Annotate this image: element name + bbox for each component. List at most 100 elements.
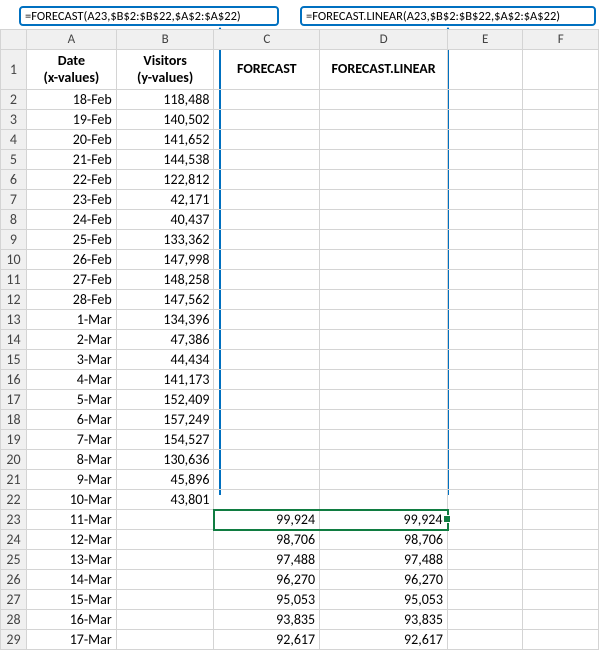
cell[interactable] bbox=[448, 390, 523, 410]
cell[interactable] bbox=[448, 230, 523, 250]
table-row[interactable]: 218-Feb118,488 bbox=[1, 90, 599, 110]
cell-forecast[interactable] bbox=[214, 450, 320, 470]
cell-forecast[interactable] bbox=[214, 170, 320, 190]
cell-visitors[interactable] bbox=[116, 590, 214, 610]
cell-visitors[interactable]: 141,652 bbox=[116, 130, 214, 150]
cell[interactable] bbox=[523, 230, 599, 250]
table-row[interactable]: 1127-Feb148,258 bbox=[1, 270, 599, 290]
cell[interactable] bbox=[448, 550, 523, 570]
cell-forecast-linear[interactable] bbox=[320, 290, 448, 310]
row-header[interactable]: 9 bbox=[1, 230, 27, 250]
cell[interactable] bbox=[448, 270, 523, 290]
cell[interactable] bbox=[523, 430, 599, 450]
cell-forecast-linear[interactable] bbox=[320, 350, 448, 370]
cell-date[interactable]: 23-Feb bbox=[26, 190, 116, 210]
cell-visitors[interactable]: 157,249 bbox=[116, 410, 214, 430]
cell-forecast-linear[interactable]: 92,617 bbox=[320, 630, 448, 650]
cell[interactable] bbox=[448, 590, 523, 610]
cell-forecast-linear[interactable] bbox=[320, 310, 448, 330]
col-header-F[interactable]: F bbox=[523, 30, 599, 50]
cell[interactable] bbox=[523, 50, 599, 90]
cell[interactable] bbox=[523, 610, 599, 630]
cell-forecast-linear[interactable] bbox=[320, 410, 448, 430]
row-header[interactable]: 10 bbox=[1, 250, 27, 270]
cell-forecast-linear[interactable]: 99,924 bbox=[320, 510, 448, 530]
cell[interactable] bbox=[448, 50, 523, 90]
table-row[interactable]: 723-Feb42,171 bbox=[1, 190, 599, 210]
table-row[interactable]: 186-Mar157,249 bbox=[1, 410, 599, 430]
col-header-D[interactable]: D bbox=[320, 30, 448, 50]
cell-date[interactable]: 26-Feb bbox=[26, 250, 116, 270]
cell-date[interactable]: 12-Mar bbox=[26, 530, 116, 550]
table-row[interactable]: 2210-Mar43,801 bbox=[1, 490, 599, 510]
cell-forecast[interactable] bbox=[214, 130, 320, 150]
cell-forecast[interactable] bbox=[214, 430, 320, 450]
cell-forecast-linear[interactable] bbox=[320, 430, 448, 450]
cell-forecast[interactable]: 98,706 bbox=[214, 530, 320, 550]
cell-visitors[interactable]: 140,502 bbox=[116, 110, 214, 130]
cell-visitors[interactable]: 133,362 bbox=[116, 230, 214, 250]
cell-date[interactable]: 11-Mar bbox=[26, 510, 116, 530]
row-header[interactable]: 3 bbox=[1, 110, 27, 130]
cell[interactable] bbox=[448, 310, 523, 330]
cell-forecast-linear[interactable]: 98,706 bbox=[320, 530, 448, 550]
cell[interactable] bbox=[448, 410, 523, 430]
cell[interactable] bbox=[523, 170, 599, 190]
cell-date[interactable]: 9-Mar bbox=[26, 470, 116, 490]
cell-date[interactable]: 25-Feb bbox=[26, 230, 116, 250]
cell-visitors[interactable] bbox=[116, 630, 214, 650]
row-header[interactable]: 15 bbox=[1, 350, 27, 370]
row-header[interactable]: 14 bbox=[1, 330, 27, 350]
cell-date[interactable]: 10-Mar bbox=[26, 490, 116, 510]
table-row[interactable]: 319-Feb140,502 bbox=[1, 110, 599, 130]
cell-forecast-linear[interactable] bbox=[320, 470, 448, 490]
table-row[interactable]: 142-Mar47,386 bbox=[1, 330, 599, 350]
cell-date[interactable]: 14-Mar bbox=[26, 570, 116, 590]
cell-forecast-linear[interactable] bbox=[320, 230, 448, 250]
cell[interactable] bbox=[523, 550, 599, 570]
cell-forecast-linear[interactable] bbox=[320, 270, 448, 290]
table-row[interactable]: 1228-Feb147,562 bbox=[1, 290, 599, 310]
cell[interactable] bbox=[523, 370, 599, 390]
row-header[interactable]: 17 bbox=[1, 390, 27, 410]
cell-date[interactable]: 20-Feb bbox=[26, 130, 116, 150]
table-row[interactable]: 1Date(x-values)Visitors(y-values)FORECAS… bbox=[1, 50, 599, 90]
cell[interactable] bbox=[523, 570, 599, 590]
cell-date[interactable]: 15-Mar bbox=[26, 590, 116, 610]
cell-forecast-linear[interactable] bbox=[320, 170, 448, 190]
row-header[interactable]: 28 bbox=[1, 610, 27, 630]
row-header[interactable]: 13 bbox=[1, 310, 27, 330]
cell-date[interactable]: 19-Feb bbox=[26, 110, 116, 130]
table-row[interactable]: 2311-Mar99,92499,924 bbox=[1, 510, 599, 530]
row-header[interactable]: 11 bbox=[1, 270, 27, 290]
cell-forecast[interactable] bbox=[214, 250, 320, 270]
row-header[interactable]: 22 bbox=[1, 490, 27, 510]
cell-forecast-linear[interactable] bbox=[320, 150, 448, 170]
table-row[interactable]: 131-Mar134,396 bbox=[1, 310, 599, 330]
cell-forecast-linear[interactable] bbox=[320, 190, 448, 210]
table-row[interactable]: 2412-Mar 98,70698,706 bbox=[1, 530, 599, 550]
cell-date[interactable]: 4-Mar bbox=[26, 370, 116, 390]
fill-handle[interactable] bbox=[443, 515, 451, 523]
cell[interactable] bbox=[523, 350, 599, 370]
cell-forecast[interactable] bbox=[214, 470, 320, 490]
cell-visitors[interactable] bbox=[116, 530, 214, 550]
cell[interactable] bbox=[448, 630, 523, 650]
cell[interactable] bbox=[448, 470, 523, 490]
table-row[interactable]: 521-Feb144,538 bbox=[1, 150, 599, 170]
row-header[interactable]: 23 bbox=[1, 510, 27, 530]
table-row[interactable]: 197-Mar154,527 bbox=[1, 430, 599, 450]
cell-date[interactable]: 8-Mar bbox=[26, 450, 116, 470]
cell-forecast-linear[interactable] bbox=[320, 390, 448, 410]
table-row[interactable]: 2513-Mar97,48897,488 bbox=[1, 550, 599, 570]
row-header[interactable]: 24 bbox=[1, 530, 27, 550]
cell-forecast[interactable] bbox=[214, 330, 320, 350]
cell[interactable] bbox=[523, 470, 599, 490]
cell-forecast[interactable] bbox=[214, 390, 320, 410]
cell[interactable] bbox=[523, 410, 599, 430]
cell[interactable] bbox=[448, 290, 523, 310]
cell-visitors[interactable]: 47,386 bbox=[116, 330, 214, 350]
cell[interactable] bbox=[523, 330, 599, 350]
cell-date[interactable]: 24-Feb bbox=[26, 210, 116, 230]
cell-forecast-linear[interactable] bbox=[320, 330, 448, 350]
